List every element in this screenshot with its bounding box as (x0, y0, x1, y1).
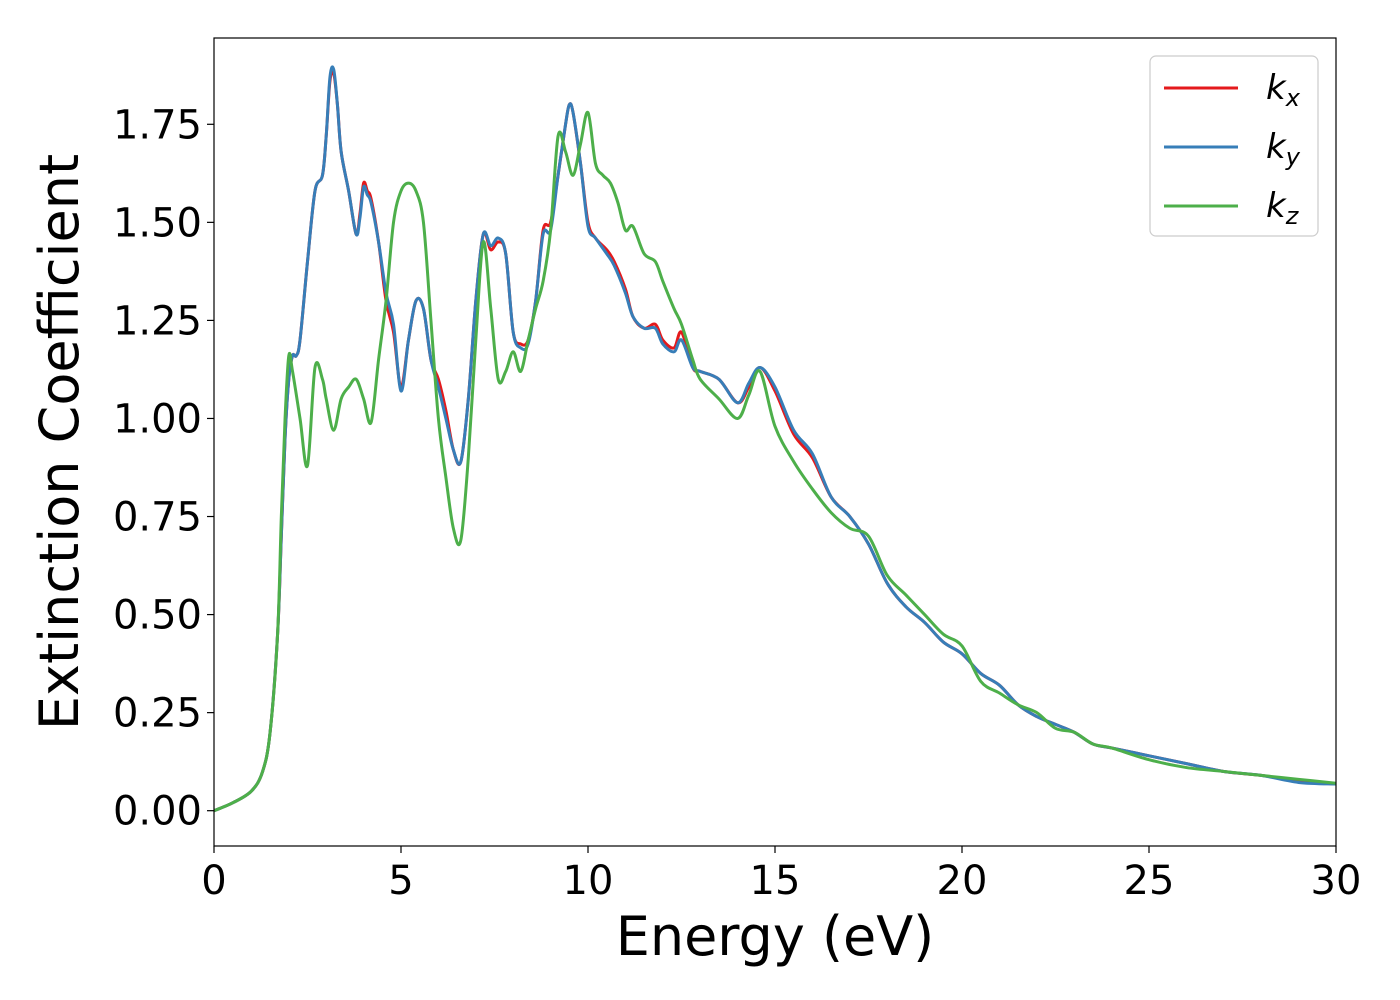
y-tick-label: 0.75 (113, 495, 202, 541)
legend-label: ky (1266, 127, 1301, 171)
y-axis-ticks: 0.00 0.25 0.50 0.75 1.00 1.25 1.50 1.75 (113, 102, 214, 835)
x-tick-label: 5 (388, 858, 413, 904)
x-tick-label: 20 (937, 858, 988, 904)
y-axis-title: Extinction Coefficient (28, 154, 91, 730)
x-tick-label: 30 (1311, 858, 1362, 904)
legend-label-sub: x (1285, 84, 1301, 112)
y-tick-label: 0.50 (113, 593, 202, 639)
legend-label-main: k (1266, 127, 1287, 167)
legend-label: kz (1266, 186, 1300, 230)
y-tick-label: 1.25 (113, 298, 202, 344)
legend-label-main: k (1266, 68, 1287, 108)
legend-label-main: k (1266, 186, 1287, 226)
x-axis-title: Energy (eV) (616, 905, 935, 968)
legend-label-sub: z (1285, 202, 1300, 230)
series-layer (214, 65, 1336, 813)
x-tick-label: 10 (563, 858, 614, 904)
y-tick-label: 1.00 (113, 396, 202, 442)
legend-label: kx (1266, 68, 1301, 112)
y-tick-label: 1.50 (113, 200, 202, 246)
series-line-k-z (214, 111, 1336, 813)
x-axis-ticks: 0 5 10 15 20 25 30 (201, 846, 1361, 904)
y-tick-label: 0.00 (113, 789, 202, 835)
y-tick-label: 0.25 (113, 691, 202, 737)
x-tick-label: 0 (201, 858, 226, 904)
series-line-k-y (214, 65, 1336, 813)
y-tick-label: 1.75 (113, 102, 202, 148)
x-tick-label: 25 (1124, 858, 1175, 904)
legend-label-sub: y (1285, 143, 1301, 171)
x-tick-label: 15 (750, 858, 801, 904)
